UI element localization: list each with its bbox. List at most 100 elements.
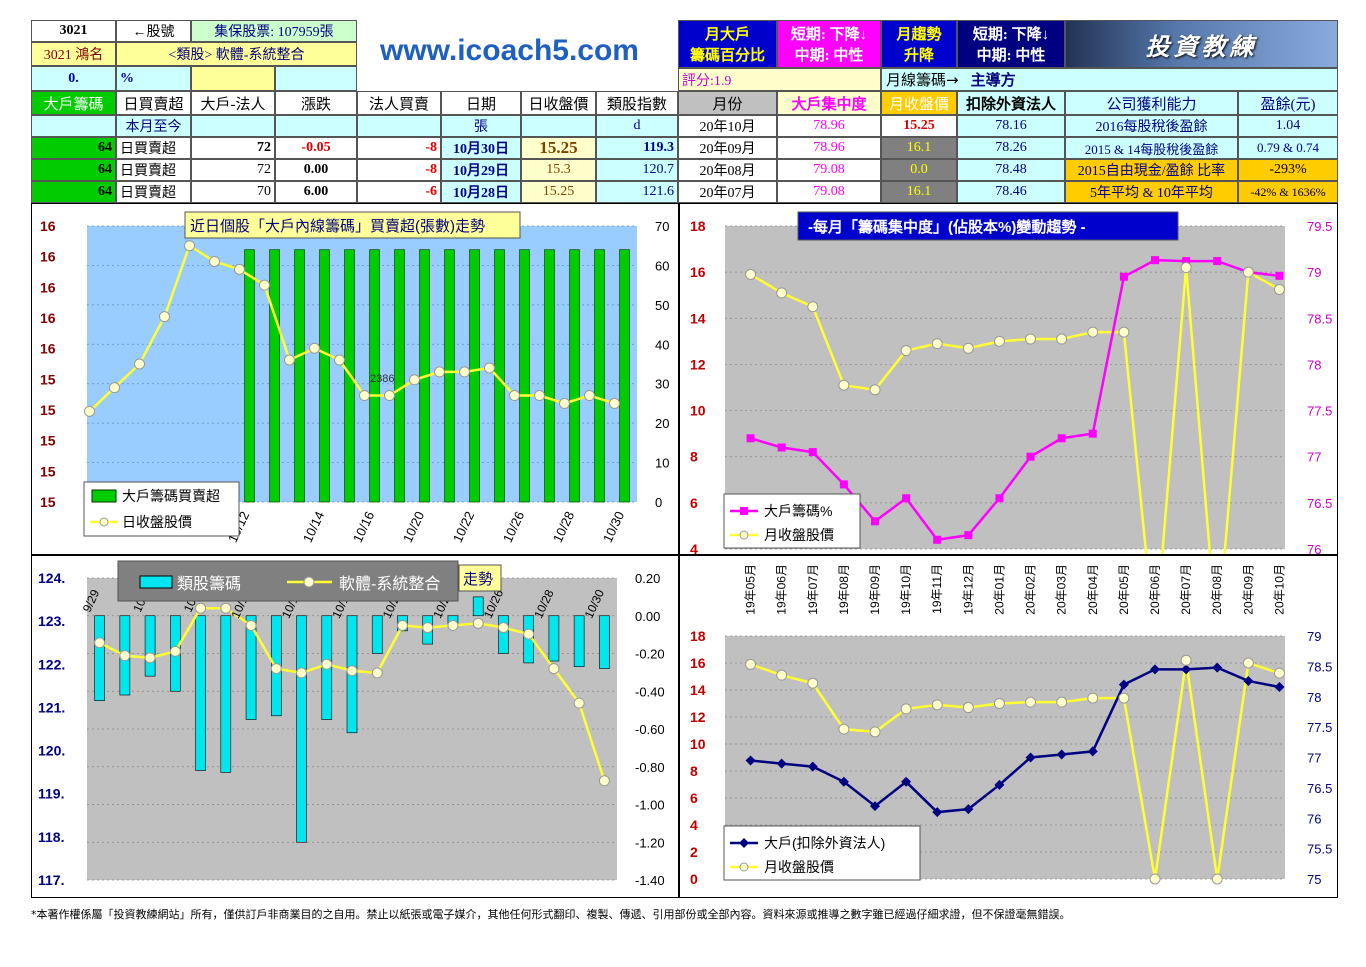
x-tick-label: 20年09月 bbox=[1241, 564, 1255, 615]
right-table-cell: 16.1 bbox=[881, 137, 957, 159]
right-tick-label: 79.5 bbox=[1307, 219, 1332, 234]
right-table-header: 公司獲利能力 bbox=[1065, 91, 1238, 115]
data-point bbox=[1057, 434, 1066, 443]
data-point bbox=[296, 667, 308, 679]
right-table-cell: -42% & 1636% bbox=[1238, 181, 1338, 203]
bar bbox=[619, 249, 630, 503]
left-table-header: 法人買賣 bbox=[357, 91, 441, 115]
x-tick-label: 10/26 bbox=[500, 509, 527, 545]
right-tick-label: 78 bbox=[1307, 690, 1321, 705]
bar bbox=[573, 615, 585, 668]
left-table-cell: 15.25 bbox=[521, 181, 596, 203]
data-point bbox=[584, 390, 595, 402]
x-tick-label: 19年07月 bbox=[806, 564, 820, 615]
left-tick-label: 4 bbox=[690, 541, 698, 554]
left-tick-label: 16 bbox=[40, 218, 56, 234]
chart-panel-br bbox=[679, 555, 1338, 898]
left-table-cell: 6.00 bbox=[275, 181, 357, 203]
right-table-cell: 78.46 bbox=[957, 181, 1065, 203]
left-table-subrow bbox=[521, 115, 596, 137]
left-tick-label: 8 bbox=[690, 449, 698, 465]
data-point bbox=[548, 663, 560, 675]
data-point bbox=[321, 658, 333, 670]
data-point bbox=[1149, 873, 1161, 885]
x-tick-label: 19年12月 bbox=[961, 564, 975, 615]
data-point bbox=[220, 602, 232, 614]
bar bbox=[244, 249, 255, 503]
x-tick-label: 20年04月 bbox=[1086, 564, 1100, 615]
data-point bbox=[259, 279, 270, 291]
left-table-header: 類股指數 bbox=[596, 91, 678, 115]
data-point bbox=[1025, 752, 1036, 763]
x-tick-label: 19年11月 bbox=[930, 564, 944, 614]
left-table-cell: 日買賣超 bbox=[116, 137, 191, 159]
right-table-cell: 79.08 bbox=[777, 181, 881, 203]
site-url[interactable]: www.icoach5.com bbox=[380, 34, 639, 67]
bar bbox=[594, 249, 605, 503]
x-tick-label: 20年08月 bbox=[1210, 564, 1224, 615]
data-point bbox=[931, 699, 943, 711]
data-point bbox=[359, 390, 370, 402]
monthly-chip-row: 月線籌碼→ 主導方 bbox=[881, 68, 1338, 91]
left-tick-label: 6 bbox=[690, 790, 698, 806]
chart-panel-tl bbox=[31, 203, 679, 555]
x-tick-label: 20年03月 bbox=[1055, 564, 1069, 615]
right-table-cell: 78.96 bbox=[777, 137, 881, 159]
data-point bbox=[900, 345, 912, 357]
left-tick-label: 15 bbox=[40, 463, 56, 479]
data-point bbox=[523, 628, 535, 640]
bar bbox=[548, 615, 560, 662]
right-table-cell: 20年09月 bbox=[678, 137, 777, 159]
bar bbox=[371, 615, 383, 654]
logo: 投資教練 bbox=[1065, 20, 1338, 68]
data-point bbox=[993, 698, 1005, 709]
data-point bbox=[933, 535, 942, 544]
data-point bbox=[1025, 333, 1037, 345]
monthly-trend-1: 月趨勢 bbox=[896, 27, 942, 43]
right-tick-label: -0.80 bbox=[635, 760, 665, 775]
x-tick-label: 19年08月 bbox=[837, 564, 851, 615]
right-table-cell: 20年10月 bbox=[678, 115, 777, 137]
left-tick-label: 8 bbox=[690, 763, 698, 779]
data-point bbox=[119, 650, 131, 662]
data-point bbox=[1025, 696, 1037, 708]
data-point bbox=[962, 342, 974, 354]
right-tick-label: -0.20 bbox=[635, 647, 665, 662]
left-tick-label: 14 bbox=[690, 310, 706, 326]
data-point bbox=[270, 663, 282, 675]
left-table-subrow: d bbox=[596, 115, 678, 137]
data-point bbox=[901, 776, 912, 787]
left-table-cell: 72 bbox=[191, 159, 275, 181]
left-tick-label: 6 bbox=[690, 495, 698, 511]
data-point bbox=[422, 622, 434, 634]
right-tick-label: 75.5 bbox=[1307, 842, 1332, 857]
data-point bbox=[1056, 333, 1068, 345]
left-tick-label: 122. bbox=[38, 656, 65, 672]
data-point bbox=[346, 665, 358, 677]
left-table-header: 日買賣超 bbox=[116, 91, 191, 115]
right-table-cell: 16.1 bbox=[881, 181, 957, 203]
left-table-header: 日收盤價 bbox=[521, 91, 596, 115]
left-tick-label: 12 bbox=[690, 709, 706, 725]
right-tick-label: 77 bbox=[1307, 751, 1321, 766]
bar bbox=[494, 249, 505, 503]
percent-sign: % bbox=[116, 66, 191, 91]
annotation-label: 2386 bbox=[370, 373, 394, 385]
legend-swatch-dot bbox=[99, 517, 109, 527]
bar bbox=[94, 615, 105, 701]
data-point bbox=[1118, 326, 1130, 338]
data-point bbox=[807, 677, 819, 689]
data-point bbox=[1213, 257, 1222, 266]
right-tick-label: 20 bbox=[655, 416, 669, 431]
right-table-header: 大戶集中度 bbox=[777, 91, 881, 115]
data-point bbox=[1273, 283, 1285, 295]
right-tick-label: 78.5 bbox=[1307, 659, 1332, 674]
data-point bbox=[1242, 266, 1254, 278]
monthly-chip-label: 月線籌碼→ bbox=[886, 71, 959, 89]
left-tick-label: 16 bbox=[40, 249, 56, 265]
data-point bbox=[995, 494, 1004, 503]
data-point bbox=[484, 362, 495, 374]
data-point bbox=[84, 405, 95, 417]
chart-title: -每月「籌碼集中度」(佔股本%)變動趨勢 - bbox=[808, 218, 1086, 236]
data-point bbox=[334, 354, 345, 366]
